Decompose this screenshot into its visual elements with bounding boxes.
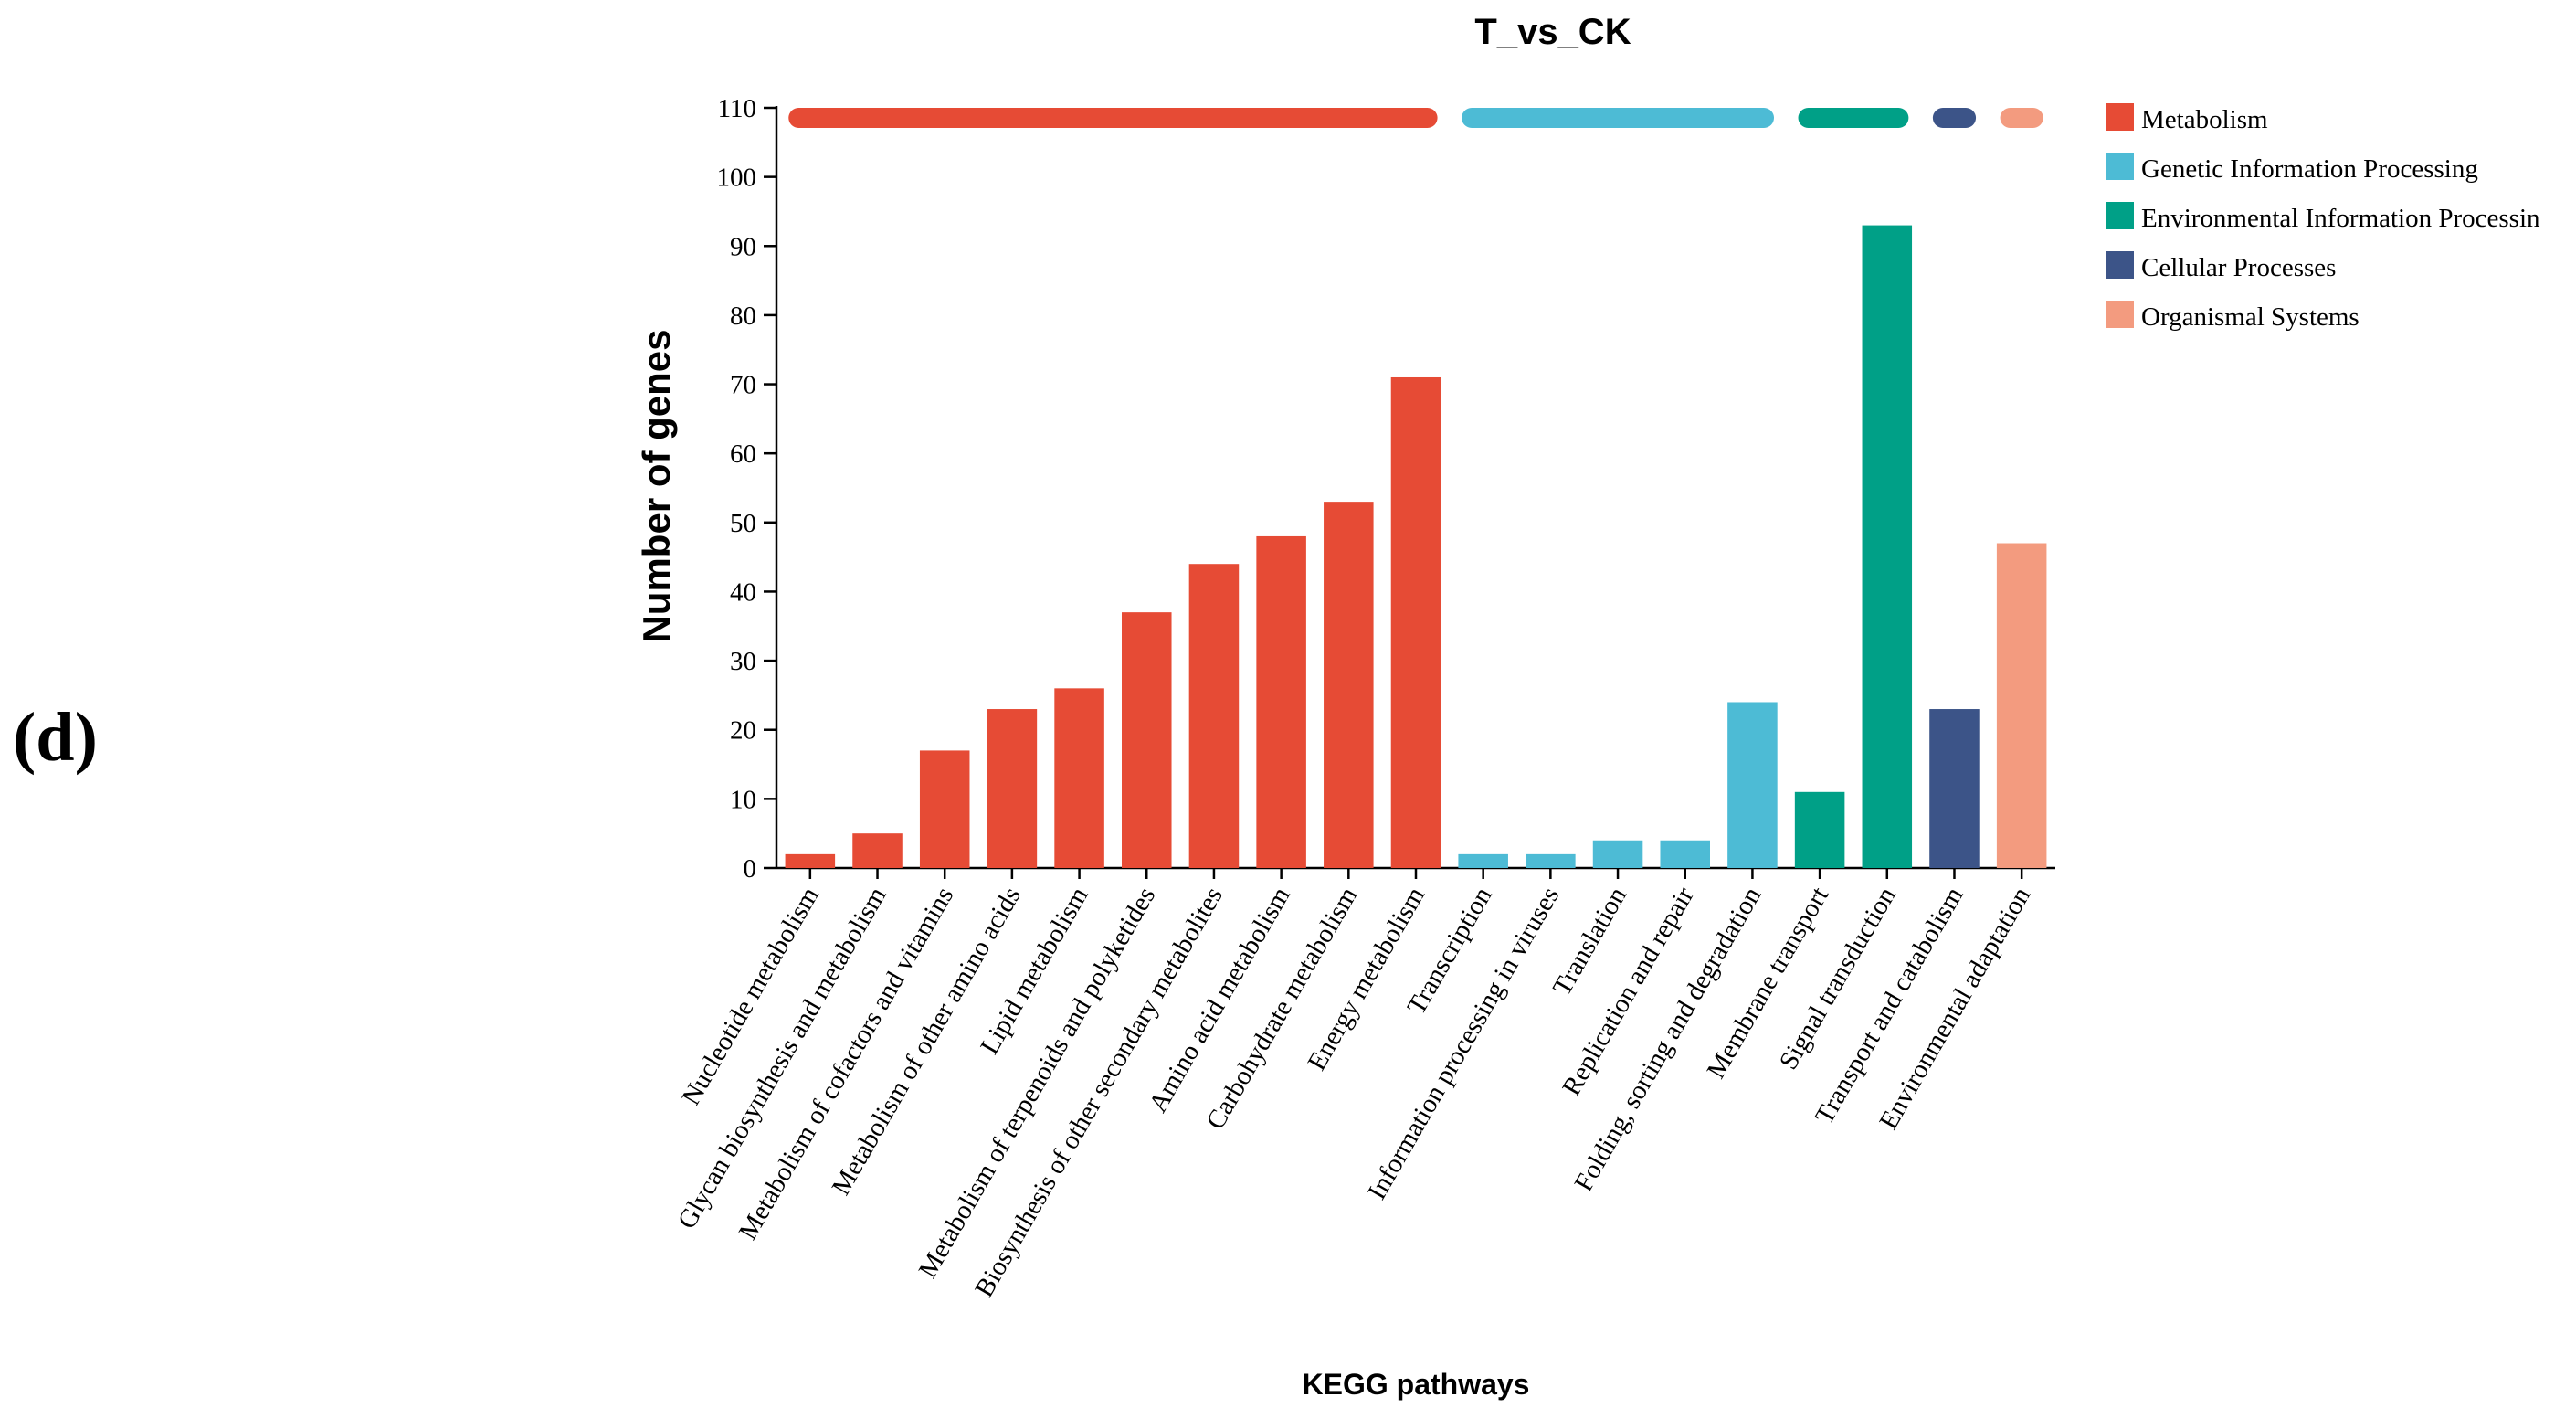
legend-swatch — [2106, 153, 2134, 180]
bar — [1122, 612, 1172, 868]
bar — [919, 750, 970, 868]
legend-swatch — [2106, 103, 2134, 131]
y-tick-label: 60 — [730, 439, 756, 469]
y-tick-label: 0 — [744, 854, 757, 884]
legend-swatch — [2106, 301, 2134, 328]
bar — [1188, 564, 1240, 868]
bar — [1592, 840, 1643, 868]
y-tick-label: 90 — [730, 232, 756, 261]
legend-swatch — [2106, 202, 2134, 229]
legend-label: Genetic Information Processing — [2141, 154, 2478, 184]
bar — [1054, 688, 1104, 868]
y-axis-label: Number of genes — [635, 329, 678, 642]
legend-label: Environmental Information Processin — [2141, 204, 2540, 233]
group-strips — [788, 108, 2043, 128]
legend-label: Organismal Systems — [2141, 302, 2360, 332]
panel-label: (d) — [13, 699, 98, 776]
y-tick-label: 30 — [730, 647, 756, 676]
x-tick-label: Membrane transport — [1701, 883, 1834, 1084]
bar — [1660, 840, 1710, 868]
bar — [785, 853, 836, 868]
y-axis: 0 10 20 30 40 50 60 70 80 90 100 110 — [717, 94, 778, 884]
bar — [1324, 502, 1374, 868]
group-strip — [1798, 108, 1909, 128]
bar — [1256, 535, 1306, 868]
legend-label: Metabolism — [2141, 105, 2268, 134]
group-strip — [1462, 108, 1774, 128]
y-tick-label: 110 — [718, 94, 756, 123]
legend-swatch — [2106, 251, 2134, 279]
bars — [785, 225, 2047, 869]
bar — [1526, 853, 1576, 868]
y-tick-label: 70 — [730, 371, 756, 400]
bar — [1862, 225, 1913, 869]
y-tick-label: 40 — [730, 577, 756, 607]
bar — [1727, 702, 1778, 868]
bar — [1996, 543, 2047, 868]
bar — [1794, 791, 1845, 868]
group-strip — [788, 108, 1438, 128]
x-axis-label: KEGG pathways — [1303, 1368, 1530, 1401]
bar — [987, 709, 1038, 868]
y-tick-label: 20 — [730, 716, 756, 746]
bar — [1458, 853, 1508, 868]
legend: Metabolism Genetic Information Processing… — [2106, 103, 2540, 332]
group-strip — [1932, 108, 1977, 128]
y-tick-label: 80 — [730, 302, 756, 331]
bar — [1390, 376, 1441, 868]
y-tick-label: 50 — [730, 509, 756, 538]
group-strip — [2000, 108, 2043, 128]
bar — [1929, 709, 1980, 868]
y-tick-label: 100 — [717, 164, 757, 193]
bar — [852, 833, 903, 868]
legend-label: Cellular Processes — [2141, 253, 2336, 282]
y-tick-label: 10 — [730, 785, 756, 814]
chart-title: T_vs_CK — [1474, 12, 1631, 52]
